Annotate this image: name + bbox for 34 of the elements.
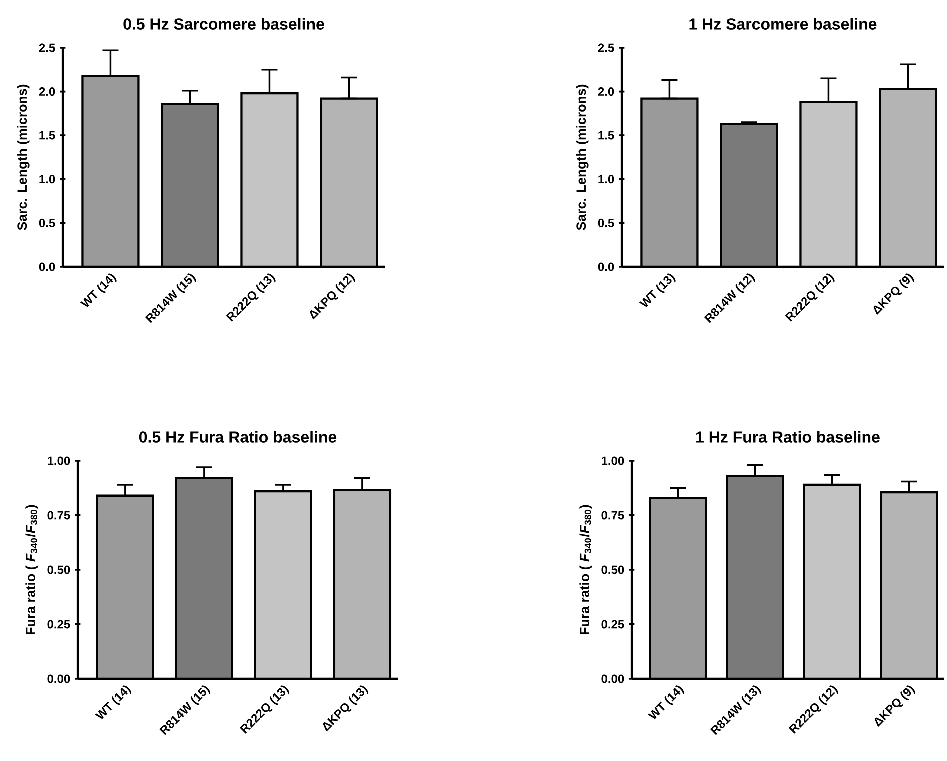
y-tick-label: 1.00 (602, 456, 624, 466)
chart-title: 1 Hz Sarcomere baseline (690, 18, 877, 30)
x-tick-label: WT (13) (639, 274, 676, 308)
chart-title: 0.5 Hz Fura Ratio baseline (139, 431, 337, 443)
y-axis-title: Sarc. Length (microns) (17, 84, 30, 230)
y-tick-label: 0.50 (48, 566, 70, 574)
y-tick-label: 1.00 (48, 456, 70, 466)
y-tick-label: 1.0 (598, 175, 614, 184)
y-tick-label: 2.5 (39, 44, 56, 52)
y-tick-label: 0.50 (602, 566, 624, 574)
y-tick-label: 0.75 (48, 511, 70, 520)
x-tick-label: WT (14) (648, 686, 684, 720)
y-tick-label: 2.0 (39, 88, 56, 96)
y-tick-label: 2.5 (598, 44, 614, 52)
y-axis-title: Fura ratio ( F$_{340}$/F$_{380}$) (26, 505, 38, 634)
y-axis-title: Fura ratio ( F$_{340}$/F$_{380}$) (580, 505, 592, 634)
y-tick-label: 0.75 (602, 511, 624, 520)
y-tick-label: 0.5 (39, 218, 56, 228)
x-tick-label: WT (14) (80, 274, 117, 308)
y-tick-label: 0.0 (598, 262, 614, 272)
y-tick-label: 1.5 (598, 131, 614, 140)
y-axis-title: Sarc. Length (microns) (576, 84, 589, 230)
chart-title: 1 Hz Fura Ratio baseline (696, 431, 880, 443)
y-tick-label: 0.00 (602, 674, 624, 684)
y-tick-label: 0.25 (48, 620, 70, 629)
y-tick-label: 0.00 (48, 674, 70, 684)
chart-title: 0.5 Hz Sarcomere baseline (124, 18, 324, 30)
y-tick-label: 0.5 (598, 218, 614, 228)
y-tick-label: 1.0 (40, 175, 56, 184)
y-tick-label: 0.0 (39, 262, 56, 272)
y-tick-label: 2.0 (598, 88, 614, 96)
y-tick-label: 0.25 (602, 620, 624, 629)
y-tick-label: 1.5 (40, 131, 56, 140)
x-tick-label: WT (14) (95, 686, 132, 720)
